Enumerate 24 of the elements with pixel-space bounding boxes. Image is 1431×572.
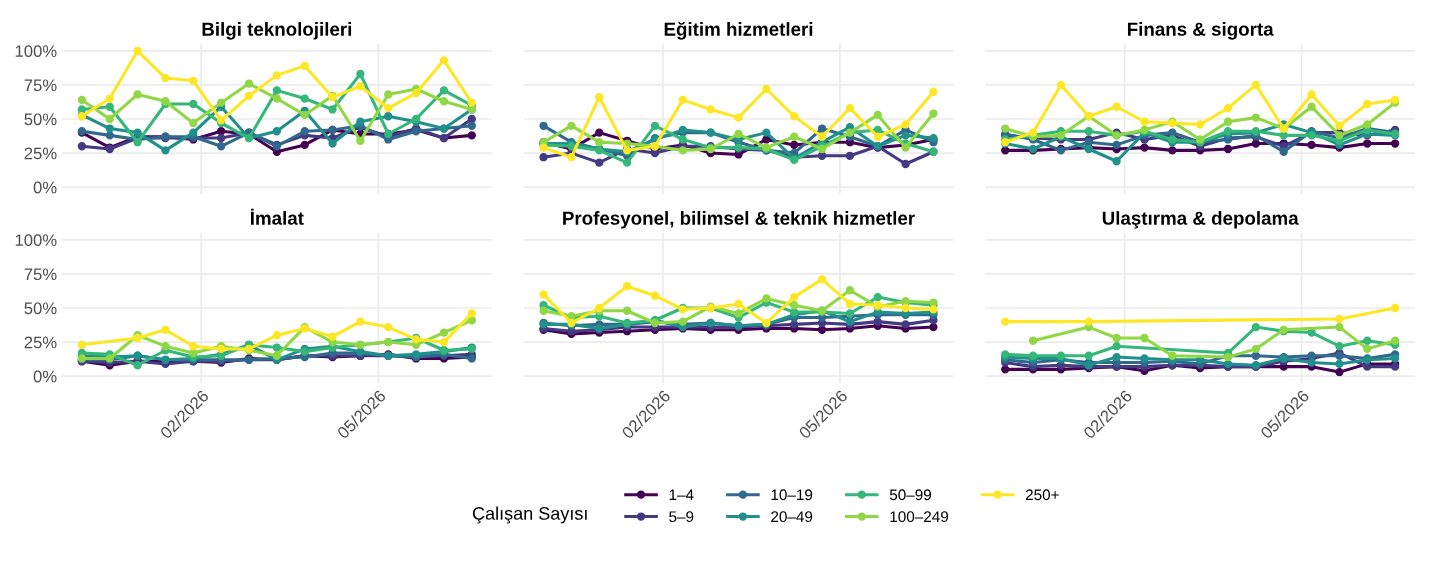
y-tick-label: 50% — [24, 302, 57, 315]
y-tick-label: 0% — [33, 370, 57, 383]
legend-label: 5–9 — [669, 511, 694, 523]
legend-label: 100–249 — [890, 511, 949, 523]
legend-title: Çalışan Sayısı — [472, 506, 587, 524]
legend-label: 1–4 — [669, 489, 694, 501]
chart-title: Ulaştırma & depolama — [1102, 211, 1299, 229]
y-tick-label: 25% — [24, 336, 57, 349]
chart-title: Profesyonel, bilimsel & teknik hizmetler — [563, 211, 915, 229]
legend-label: 10–19 — [771, 489, 813, 501]
y-tick-label: 25% — [24, 147, 57, 160]
y-tick-label: 75% — [24, 79, 57, 92]
legend-label: 20–49 — [771, 511, 813, 523]
chart-title: İmalat — [251, 208, 304, 225]
legend-label: 250+ — [1025, 489, 1059, 501]
y-tick-label: 50% — [24, 113, 57, 126]
y-tick-label: 100% — [15, 45, 57, 58]
chart-title: Finans & sigorta — [1127, 22, 1274, 40]
chart-title: Eğitim hizmetleri — [664, 21, 813, 40]
y-tick-label: 100% — [15, 234, 57, 247]
chart-title: Bilgi teknolojileri — [202, 22, 352, 40]
y-tick-label: 0% — [33, 181, 57, 194]
legend-label: 50–99 — [889, 489, 932, 501]
y-tick-label: 75% — [24, 268, 57, 281]
